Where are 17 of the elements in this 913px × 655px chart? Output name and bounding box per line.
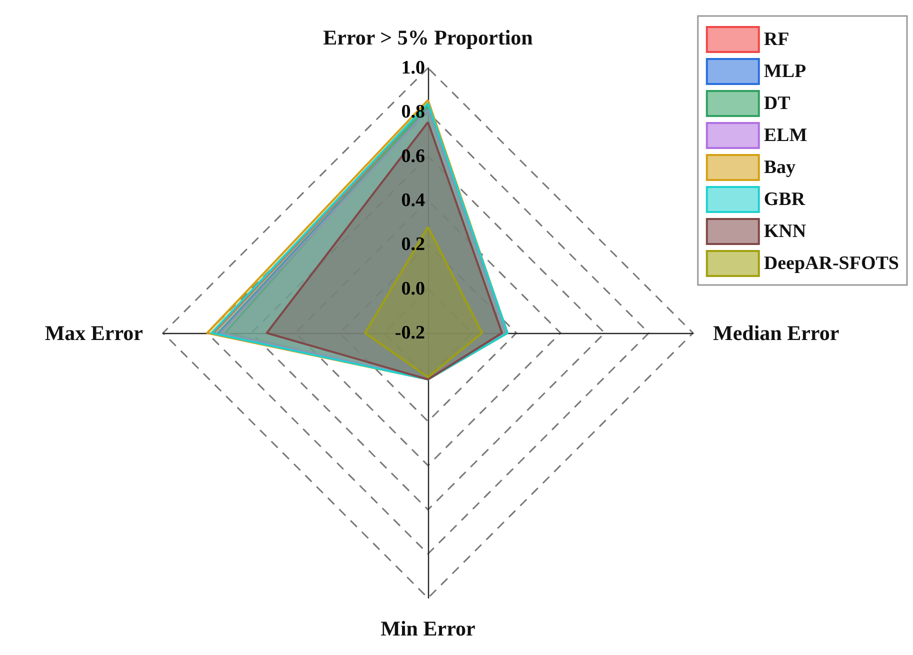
legend-label: Bay	[764, 157, 796, 178]
spoke-label: Error > 5% Proportion	[323, 26, 534, 50]
y-tick-label: 0.0	[401, 278, 425, 300]
legend-label: DeepAR-SFOTS	[764, 253, 900, 274]
spoke-label: Min Error	[380, 616, 476, 640]
legend-label: DT	[764, 93, 791, 114]
legend-label: MLP	[764, 61, 806, 82]
y-tick-label: 0.4	[401, 190, 426, 211]
y-tick-label: 1.0	[401, 58, 425, 78]
spoke-label: Max Error	[44, 321, 143, 345]
legend-label: KNN	[764, 221, 806, 242]
spoke-label: Median Error	[713, 321, 840, 345]
legend-label: GBR	[764, 189, 806, 210]
y-tick-label: 0.6	[401, 146, 425, 167]
legend-label: ELM	[764, 125, 808, 146]
legend-label: RF	[764, 29, 790, 50]
y-tick-label: -0.2	[394, 322, 425, 344]
